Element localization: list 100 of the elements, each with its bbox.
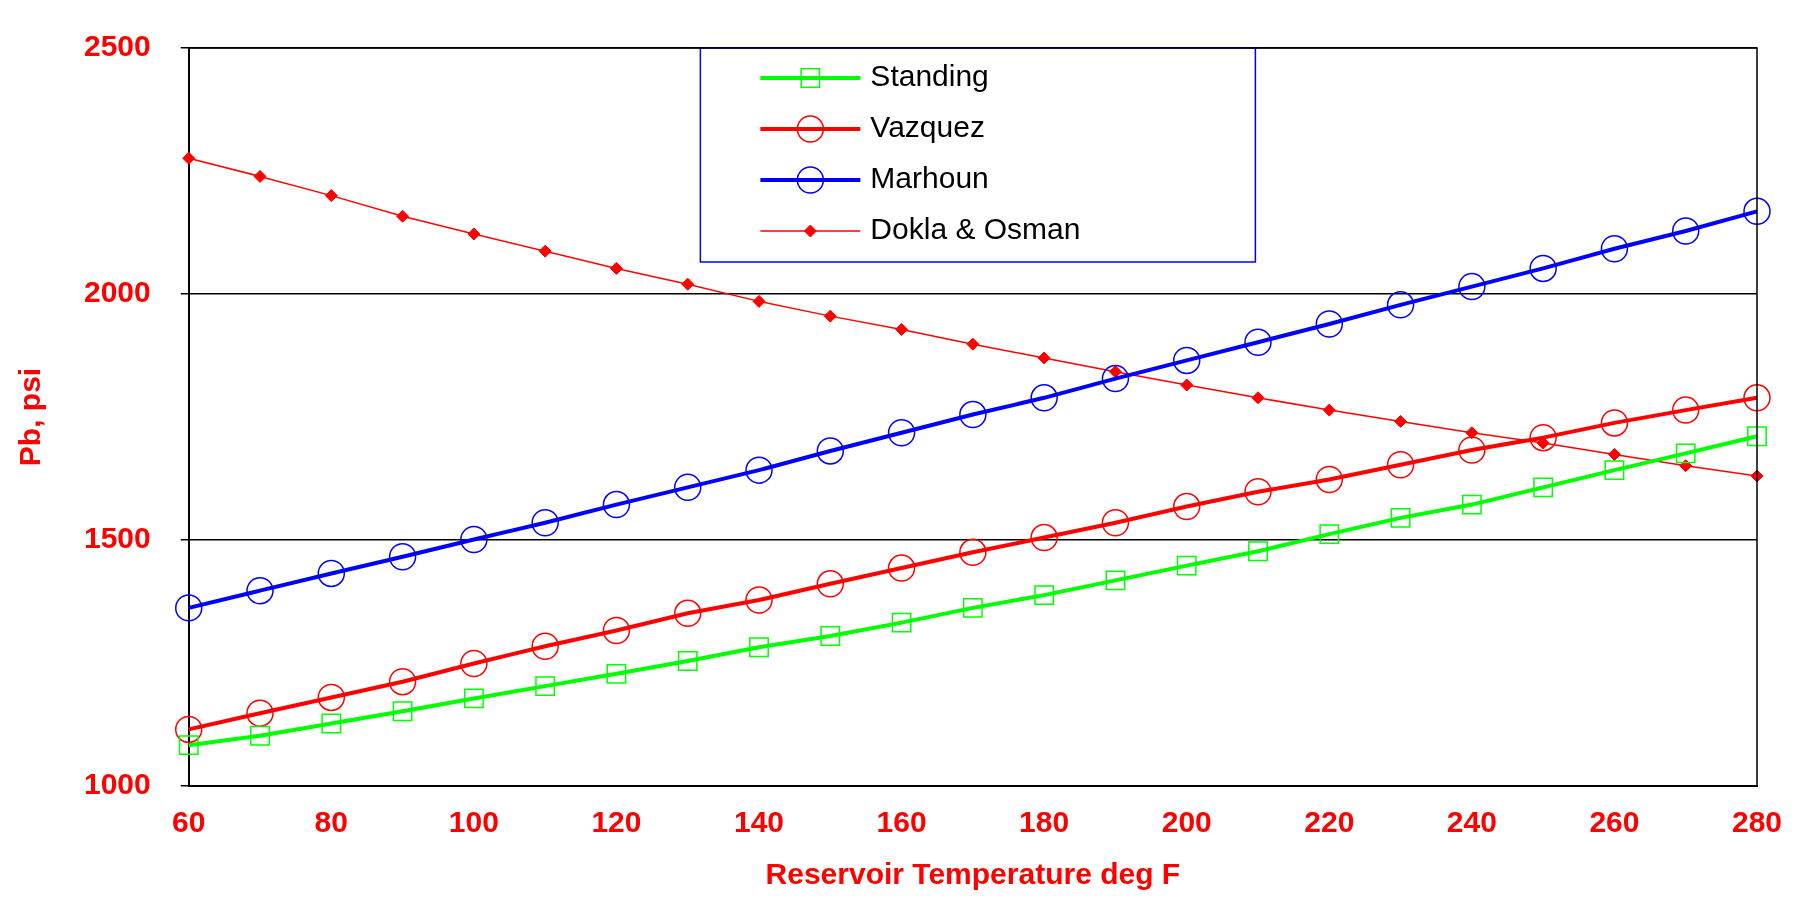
point — [1529, 254, 1557, 283]
x-tick-label: 240 — [1446, 805, 1497, 839]
point — [1315, 465, 1344, 494]
y-tick-label: 1000 — [83, 767, 151, 801]
point — [609, 261, 623, 275]
point — [602, 616, 631, 645]
point — [396, 209, 410, 223]
point — [1251, 391, 1265, 405]
point — [673, 599, 702, 628]
point — [891, 612, 912, 633]
x-tick-label: 160 — [876, 805, 927, 839]
point — [1458, 436, 1486, 464]
legend-label: Vazquez — [870, 110, 985, 144]
point — [253, 169, 267, 183]
point — [1030, 523, 1058, 552]
point — [174, 594, 203, 622]
point — [1600, 409, 1629, 437]
legend-label: Dokla & Osman — [870, 212, 1081, 246]
point — [820, 626, 841, 646]
point — [463, 688, 484, 709]
point — [1315, 310, 1344, 338]
point — [681, 277, 695, 291]
point — [1176, 555, 1197, 576]
point — [460, 649, 488, 678]
point — [246, 699, 274, 727]
point — [745, 586, 773, 614]
point — [1386, 450, 1415, 479]
x-tick-label: 140 — [733, 805, 785, 839]
point — [816, 570, 845, 598]
point — [531, 509, 559, 537]
point — [1533, 477, 1554, 498]
point — [606, 663, 627, 684]
y-axis-title: Pb, psi — [13, 367, 47, 467]
x-tick-label: 280 — [1731, 805, 1783, 839]
point — [1172, 346, 1201, 375]
point — [1244, 478, 1272, 506]
point — [317, 683, 346, 712]
point — [174, 715, 203, 744]
y-tick-label: 1500 — [83, 521, 151, 555]
point — [1322, 403, 1336, 417]
point — [392, 701, 413, 722]
x-tick-label: 120 — [591, 805, 642, 839]
point — [1679, 459, 1693, 473]
point — [673, 473, 702, 502]
x-tick-label: 200 — [1161, 805, 1212, 839]
point — [1030, 384, 1058, 412]
point — [1390, 507, 1411, 528]
point — [1319, 524, 1340, 545]
x-tick-label: 60 — [172, 805, 206, 839]
point — [538, 244, 552, 258]
point — [535, 676, 556, 697]
point — [388, 542, 417, 571]
point — [250, 725, 270, 746]
point — [959, 538, 987, 567]
point — [1604, 460, 1625, 481]
point — [324, 189, 338, 203]
point — [1461, 494, 1482, 515]
point — [1244, 328, 1272, 356]
point — [1600, 234, 1629, 263]
x-tick-label: 100 — [448, 805, 499, 839]
point — [1743, 384, 1771, 412]
point — [1607, 447, 1621, 461]
point — [1529, 423, 1557, 452]
point — [1172, 492, 1201, 521]
point — [959, 400, 987, 429]
point — [895, 322, 909, 336]
point — [1458, 272, 1486, 301]
point — [745, 456, 773, 484]
y-tick-label: 2000 — [83, 275, 151, 309]
point — [246, 576, 274, 605]
point — [823, 309, 837, 323]
point — [178, 735, 199, 756]
point — [887, 554, 916, 582]
x-tick-label: 260 — [1589, 805, 1640, 839]
point — [1394, 414, 1408, 428]
legend-label: Marhoun — [870, 161, 989, 195]
point — [1037, 351, 1051, 365]
point — [816, 437, 845, 465]
point — [966, 337, 980, 351]
point — [467, 227, 481, 241]
point — [460, 525, 488, 554]
point — [1671, 396, 1700, 424]
point — [182, 151, 196, 165]
point — [1105, 570, 1126, 591]
point — [677, 651, 698, 671]
legend-label: Standing — [870, 59, 989, 93]
point — [317, 559, 346, 588]
point — [752, 294, 766, 308]
x-tick-label: 80 — [314, 805, 348, 839]
point — [1101, 509, 1130, 537]
y-tick-label: 2500 — [83, 29, 151, 63]
point — [1180, 378, 1194, 392]
point — [1101, 364, 1130, 393]
x-tick-label: 180 — [1019, 805, 1070, 839]
point — [749, 637, 769, 658]
x-axis-title: Reservoir Temperature deg F — [765, 857, 1181, 891]
point — [1671, 217, 1700, 245]
point — [1248, 541, 1268, 562]
point — [1034, 585, 1055, 606]
x-tick-label: 220 — [1304, 805, 1355, 839]
